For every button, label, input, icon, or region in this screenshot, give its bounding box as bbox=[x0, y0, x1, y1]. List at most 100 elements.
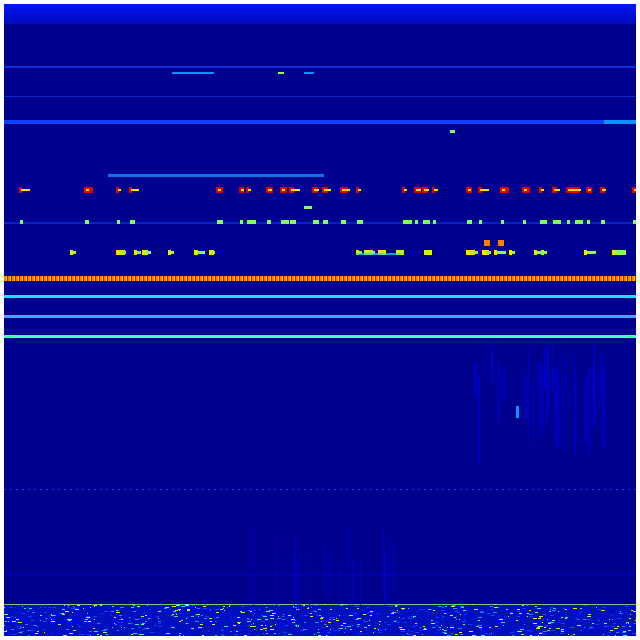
noise bbox=[115, 629, 116, 630]
noise bbox=[533, 618, 537, 619]
noise bbox=[131, 607, 134, 608]
noise bbox=[556, 632, 557, 633]
noise bbox=[349, 615, 353, 616]
noise bbox=[433, 610, 435, 611]
event-mark bbox=[267, 220, 271, 224]
noise bbox=[221, 629, 223, 630]
streak bbox=[340, 563, 341, 603]
noise bbox=[80, 623, 83, 624]
noise bbox=[522, 608, 526, 609]
noise bbox=[200, 624, 203, 625]
noise bbox=[456, 616, 457, 617]
noise bbox=[399, 627, 402, 628]
noise bbox=[15, 607, 16, 608]
noise bbox=[22, 633, 23, 634]
event-mark bbox=[416, 189, 421, 191]
noise bbox=[440, 629, 441, 630]
noise bbox=[68, 619, 72, 620]
noise bbox=[508, 616, 509, 617]
noise bbox=[124, 627, 125, 628]
event-mark bbox=[537, 251, 546, 254]
event-mark bbox=[434, 189, 438, 191]
noise bbox=[339, 628, 343, 629]
event-mark bbox=[356, 187, 359, 193]
noise bbox=[422, 634, 423, 635]
noise bbox=[16, 619, 19, 620]
noise bbox=[498, 607, 500, 608]
streak bbox=[309, 548, 310, 616]
noise bbox=[629, 626, 631, 627]
noise bbox=[453, 608, 457, 609]
noise bbox=[327, 632, 330, 633]
streak bbox=[603, 365, 605, 449]
noise bbox=[453, 621, 455, 622]
noise bbox=[586, 619, 590, 620]
event-mark bbox=[544, 251, 547, 254]
noise bbox=[401, 608, 405, 609]
noise bbox=[176, 605, 180, 606]
event-mark bbox=[502, 189, 505, 191]
noise bbox=[437, 630, 440, 631]
streak bbox=[526, 375, 528, 419]
streak bbox=[546, 370, 548, 423]
noise bbox=[330, 609, 332, 610]
noise bbox=[197, 608, 200, 609]
noise bbox=[156, 616, 159, 617]
noise bbox=[517, 611, 520, 612]
noise bbox=[346, 608, 348, 609]
streak bbox=[554, 369, 555, 439]
noise bbox=[121, 619, 123, 620]
event-mark bbox=[85, 220, 89, 224]
noise bbox=[408, 630, 410, 631]
noise bbox=[179, 633, 181, 634]
noise bbox=[138, 607, 140, 608]
noise bbox=[241, 630, 242, 631]
segment bbox=[278, 72, 284, 74]
noise bbox=[100, 605, 102, 606]
noise bbox=[326, 630, 327, 631]
noise bbox=[447, 627, 448, 628]
spectrogram-heatmap bbox=[4, 4, 636, 636]
noise bbox=[51, 615, 55, 616]
noise bbox=[201, 622, 203, 623]
noise bbox=[28, 630, 29, 631]
noise bbox=[141, 616, 144, 617]
noise bbox=[389, 606, 393, 607]
noise bbox=[270, 625, 273, 626]
noise bbox=[536, 628, 540, 629]
noise bbox=[368, 625, 370, 626]
event-mark bbox=[367, 251, 375, 254]
noise bbox=[138, 634, 141, 635]
noise bbox=[379, 624, 380, 625]
noise bbox=[149, 609, 151, 610]
noise bbox=[210, 621, 212, 622]
noise bbox=[248, 633, 250, 634]
noise bbox=[138, 627, 141, 628]
noise bbox=[395, 605, 398, 606]
noise bbox=[347, 626, 351, 627]
noise bbox=[352, 633, 353, 634]
noise bbox=[571, 635, 573, 636]
noise bbox=[598, 606, 599, 607]
noise bbox=[276, 622, 277, 623]
streak bbox=[498, 357, 499, 423]
noise bbox=[181, 620, 183, 621]
event-mark bbox=[130, 220, 135, 224]
noise bbox=[261, 615, 265, 616]
noise bbox=[187, 609, 190, 610]
noise bbox=[292, 622, 295, 623]
noise bbox=[538, 610, 541, 611]
streak bbox=[352, 560, 353, 610]
noise bbox=[441, 610, 445, 611]
noise bbox=[445, 606, 447, 607]
noise bbox=[25, 624, 28, 625]
noise bbox=[452, 625, 454, 626]
noise bbox=[212, 624, 215, 625]
noise bbox=[441, 632, 444, 633]
noise bbox=[62, 614, 65, 615]
noise bbox=[11, 616, 13, 617]
segment bbox=[450, 130, 455, 133]
noise bbox=[132, 611, 135, 612]
noise bbox=[202, 635, 204, 636]
noise bbox=[198, 627, 202, 628]
